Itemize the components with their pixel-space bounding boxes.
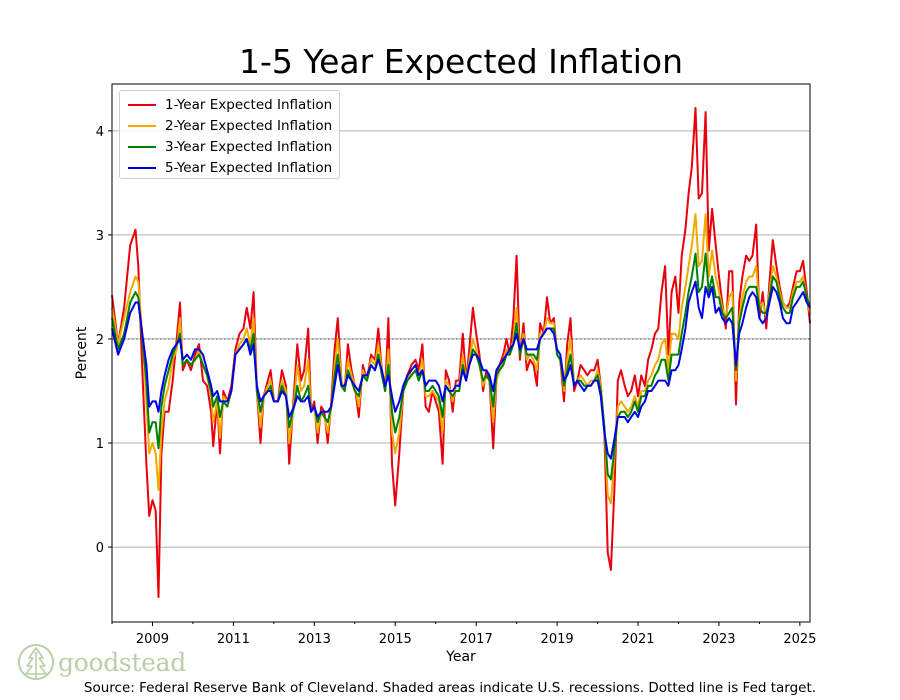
legend-label-2-year: 2-Year Expected Inflation	[165, 117, 333, 134]
series-lines	[111, 106, 811, 598]
legend-label-3-year: 3-Year Expected Inflation	[165, 138, 333, 155]
source-note: Source: Federal Reserve Bank of Clevelan…	[83, 680, 817, 696]
chart-title: 1-5 Year Expected Inflation	[238, 42, 684, 81]
x-axis-ticks: 2009 2011 2013 2015 2017 2019 2021 2023 2025	[111, 622, 816, 647]
x-tick-label-2009: 2009	[136, 632, 169, 647]
x-tick-label-2019: 2019	[541, 632, 574, 647]
y-tick-label-3: 3	[96, 229, 104, 244]
series-line-1	[111, 106, 811, 598]
y-axis-label: Percent	[74, 326, 90, 379]
y-axis-ticks: 0 1 2 3 4	[96, 125, 112, 556]
series-line-4	[111, 280, 811, 460]
x-tick-label-2015: 2015	[379, 632, 412, 647]
legend-label-5-year: 5-Year Expected Inflation	[165, 159, 333, 176]
legend-item-2-year: 2-Year Expected Inflation	[128, 115, 339, 136]
legend-swatch-3-year	[128, 145, 156, 148]
legend-item-1-year: 1-Year Expected Inflation	[128, 94, 339, 115]
legend-swatch-1-year	[128, 103, 156, 106]
x-tick-label-2023: 2023	[702, 632, 735, 647]
y-tick-label-2: 2	[96, 333, 104, 348]
x-tick-label-2021: 2021	[621, 632, 654, 647]
y-tick-label-0: 0	[96, 541, 104, 556]
x-tick-label-2013: 2013	[298, 632, 331, 647]
legend: 1-Year Expected Inflation 2-Year Expecte…	[119, 90, 340, 179]
x-tick-label-2025: 2025	[783, 632, 816, 647]
legend-label-1-year: 1-Year Expected Inflation	[165, 96, 333, 113]
legend-item-3-year: 3-Year Expected Inflation	[128, 136, 339, 157]
plot-frame	[111, 83, 811, 623]
legend-swatch-2-year	[128, 124, 156, 127]
y-tick-label-4: 4	[96, 125, 104, 140]
series-line-2	[111, 213, 811, 505]
y-tick-label-1: 1	[96, 437, 104, 452]
x-tick-label-2017: 2017	[460, 632, 493, 647]
goodstead-logo: goodstead	[18, 640, 186, 684]
x-tick-label-2011: 2011	[217, 632, 250, 647]
logo-wordmark: goodstead	[58, 647, 186, 677]
tree-logo-icon	[18, 644, 54, 680]
x-axis-label: Year	[446, 649, 476, 665]
legend-swatch-5-year	[128, 166, 156, 169]
legend-item-5-year: 5-Year Expected Inflation	[128, 157, 339, 178]
